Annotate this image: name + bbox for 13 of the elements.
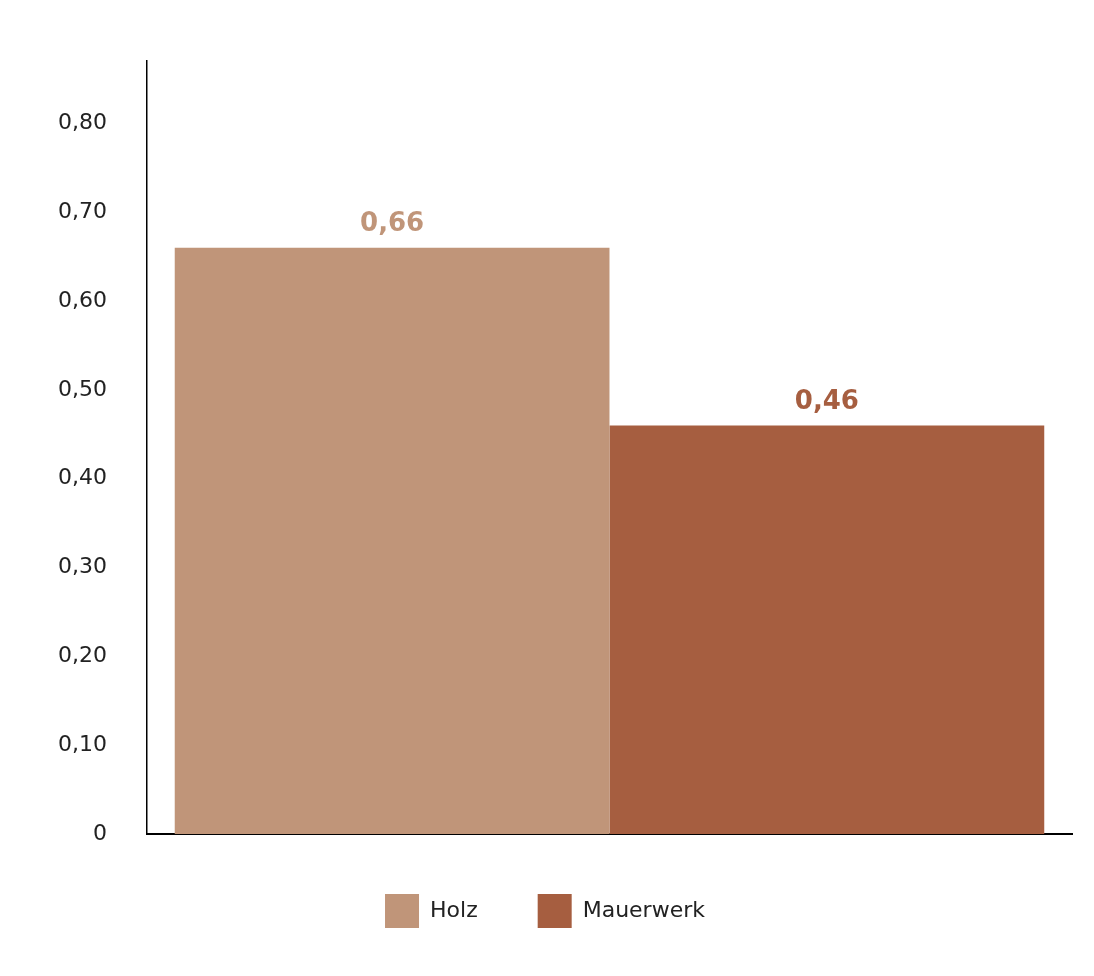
y-tick-label: 0,40 — [58, 464, 107, 490]
y-tick-label: 0,10 — [58, 730, 107, 756]
data-label: 0,66 — [360, 207, 425, 238]
legend-label: Mauerwerk — [582, 896, 706, 922]
y-tick-label: 0,60 — [58, 286, 107, 312]
y-tick-label: 0,30 — [58, 553, 107, 579]
y-tick-label: 0,20 — [58, 642, 107, 668]
y-tick-label: 0,80 — [58, 109, 107, 135]
y-tick-label: 0,50 — [58, 375, 107, 401]
y-tick-label: 0,70 — [58, 197, 107, 223]
y-tick-label: 0 — [92, 819, 107, 845]
data-label: 0,46 — [794, 385, 859, 416]
legend-label: Holz — [430, 896, 478, 922]
